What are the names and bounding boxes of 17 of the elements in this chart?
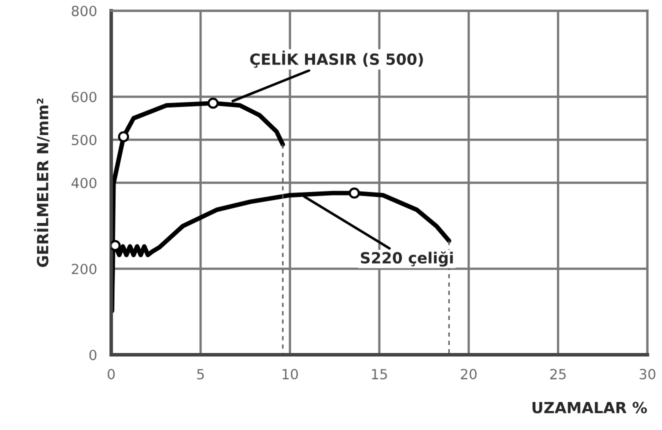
x-tick-label: 10 bbox=[282, 368, 298, 380]
y-tick-label: 800 bbox=[72, 6, 96, 16]
x-axis-title: UZAMALAR % bbox=[532, 402, 647, 414]
y-tick-label: 0 bbox=[89, 350, 96, 360]
x-tick-label: 0 bbox=[108, 368, 115, 380]
y-tick-label: 200 bbox=[72, 264, 96, 274]
x-tick-label: 5 bbox=[197, 369, 204, 380]
y-axis-title: GERİLMELER N/mm² bbox=[34, 98, 50, 267]
x-tick-label: 25 bbox=[550, 368, 566, 380]
annotation: ÇELİK HASIR (S 500) bbox=[250, 50, 423, 68]
x-tick-label: 15 bbox=[372, 369, 387, 380]
y-tick-label: 400 bbox=[71, 178, 96, 188]
x-tick-label: 20 bbox=[460, 368, 477, 380]
x-tick-label: 30 bbox=[640, 368, 656, 380]
annotation: S220 çeliği bbox=[360, 251, 453, 267]
y-tick-label: 500 bbox=[72, 134, 96, 146]
y-tick-label: 600 bbox=[72, 92, 96, 102]
